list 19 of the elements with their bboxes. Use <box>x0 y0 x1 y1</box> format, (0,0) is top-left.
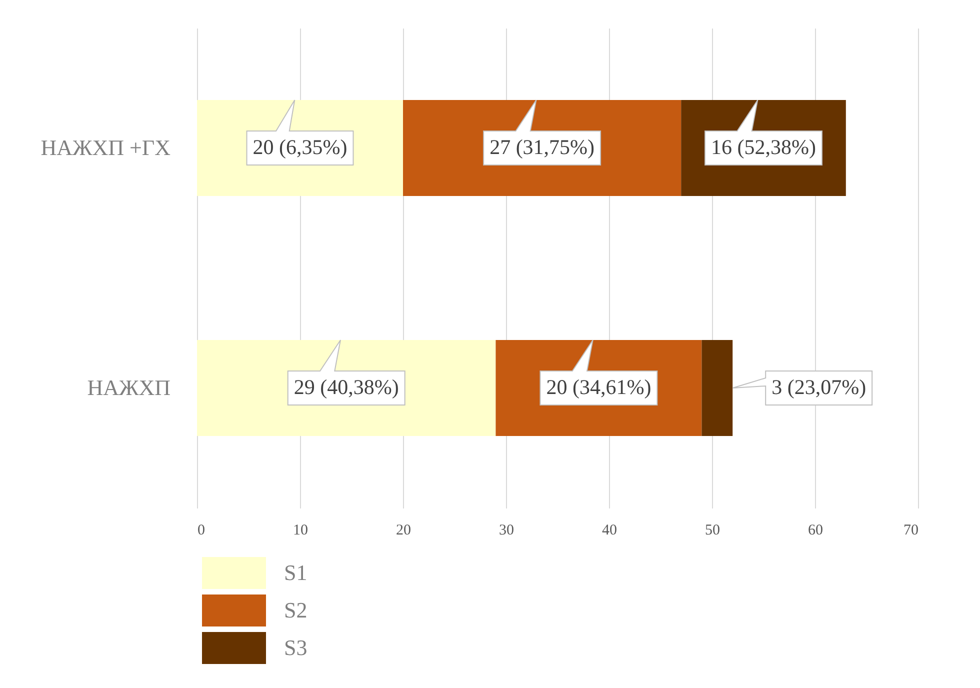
x-tick-label: 0 <box>198 522 205 538</box>
x-tick-label: 10 <box>293 522 308 538</box>
x-tick-label: 50 <box>705 522 720 538</box>
x-tick-label: 20 <box>396 522 411 538</box>
data-label: 20 (6,35%) <box>252 135 348 159</box>
data-label: 27 (31,75%) <box>490 135 595 159</box>
data-label: 20 (34,61%) <box>546 375 652 399</box>
x-tick-label: 70 <box>904 522 918 538</box>
y-tick-label: НАЖХП <box>87 375 171 400</box>
y-tick-label: НАЖХП +ГХ <box>40 135 171 160</box>
data-label: 29 (40,38%) <box>294 375 399 399</box>
legend-label: S3 <box>284 635 308 660</box>
x-tick-label: 30 <box>499 522 514 538</box>
data-label: 16 (52,38%) <box>711 135 816 159</box>
legend-label: S1 <box>284 560 308 585</box>
data-label: 3 (23,07%) <box>772 375 866 399</box>
x-tick-label: 60 <box>808 522 823 538</box>
legend-label: S2 <box>284 598 308 622</box>
x-tick-label: 40 <box>602 522 617 538</box>
